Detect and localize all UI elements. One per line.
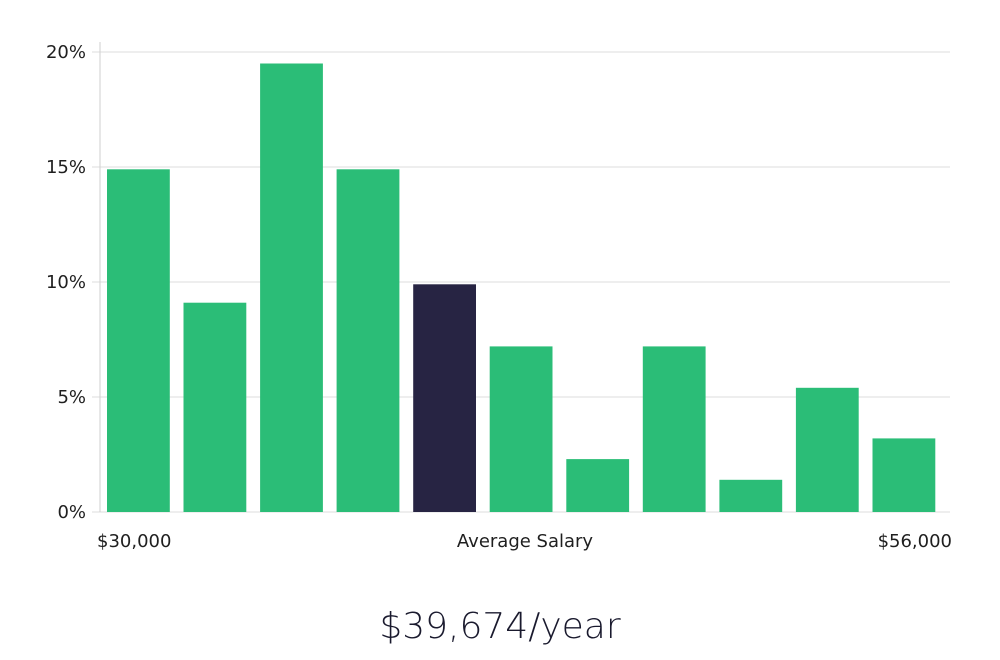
bar	[336, 169, 400, 513]
x-axis-title: Average Salary	[457, 531, 594, 552]
x-axis-min-label: $30,000	[97, 531, 171, 552]
bar	[566, 459, 630, 512]
bar	[719, 479, 783, 512]
bar	[489, 346, 553, 512]
bar	[260, 63, 323, 512]
bar-highlighted	[413, 284, 476, 512]
y-tick-label: 10%	[46, 272, 86, 293]
y-tick-label: 5%	[57, 387, 86, 408]
average-salary-value: $39,674/year	[379, 606, 621, 647]
y-axis-ticks: 0% 5% 10% 15% 20%	[46, 42, 86, 523]
y-tick-label: 0%	[57, 502, 86, 523]
y-tick-label: 15%	[46, 157, 86, 178]
bar	[107, 169, 170, 513]
bars	[107, 63, 936, 513]
salary-distribution-chart: 0% 5% 10% 15% 20% $30,000 Average Salary $56…	[46, 42, 952, 552]
bar	[795, 387, 859, 512]
bar	[183, 302, 247, 512]
bar	[872, 438, 936, 512]
bar	[642, 346, 706, 512]
y-tick-label: 20%	[46, 42, 86, 63]
x-axis-max-label: $56,000	[878, 531, 952, 552]
